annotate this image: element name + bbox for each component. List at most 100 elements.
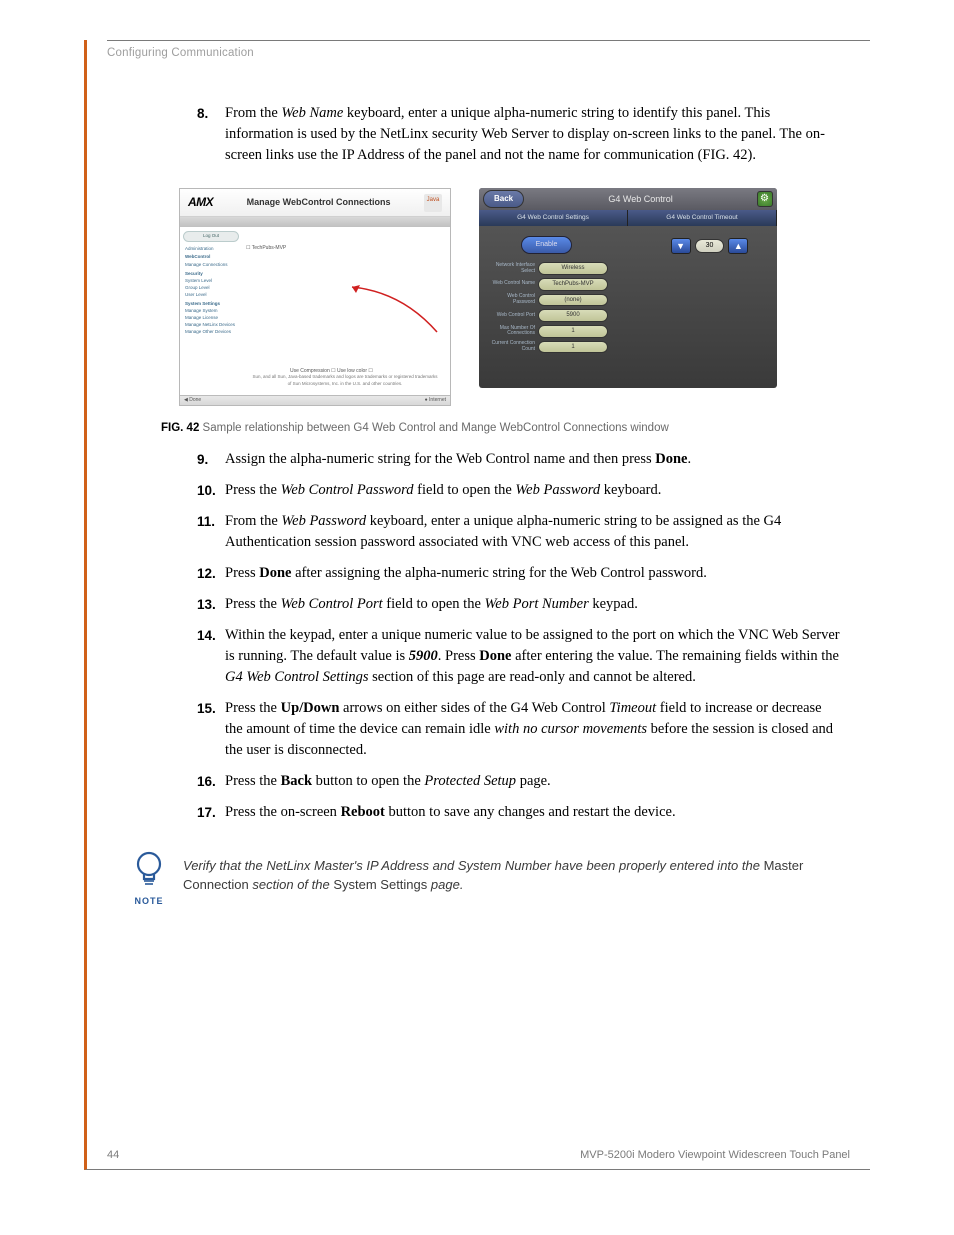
toolbar-strip [180,217,450,227]
setting-value[interactable]: (none) [538,294,608,307]
status-internet: ● Internet [425,397,446,404]
setting-value[interactable]: Wireless [538,262,608,275]
text: keyboard. [600,482,661,498]
window-body: Log Out Administration WebControl Manage… [180,227,450,385]
nav-link[interactable]: Manage Other Devices [185,329,239,335]
tab-timeout[interactable]: G4 Web Control Timeout [628,210,777,226]
text: Press the [225,700,281,716]
step-num: 12. [197,563,225,584]
step-num: 15. [197,698,225,761]
italic: Web Port Number [485,596,589,612]
amx-logo: AMX [188,194,213,211]
g4-title: G4 Web Control [524,193,757,206]
gear-icon[interactable] [757,191,773,207]
g4-topbar: Back G4 Web Control [479,188,777,210]
nav-head[interactable]: Security [185,271,239,278]
step-body: Press the Web Control Password field to … [225,480,840,501]
back-button[interactable]: Back [483,190,524,208]
step-num: 8. [197,103,225,166]
java-icon: Java [424,194,442,212]
nav-link[interactable]: Group Level [185,285,239,291]
italic: Timeout [609,700,656,716]
page-number: 44 [107,1149,119,1161]
bold: Back [281,773,312,789]
text: Press the [225,773,281,789]
italic: Web Control Port [281,596,383,612]
note-italic: page. [427,877,463,892]
setting-label: Web Control Port [485,313,535,319]
nav-link[interactable]: User Level [185,292,239,298]
setting-row: Network Interface SelectWireless [485,262,608,275]
timeout-value: 30 [695,239,725,253]
up-arrow-button[interactable]: ▲ [728,238,748,254]
step-body: Assign the alpha-numeric string for the … [225,449,840,470]
connection-checkbox[interactable]: TechPubs-MVP [246,245,286,251]
nav-link[interactable]: Administration [185,246,239,252]
tab-settings[interactable]: G4 Web Control Settings [479,210,628,226]
down-arrow-button[interactable]: ▼ [671,238,691,254]
step-body: Press the on-screen Reboot button to sav… [225,802,840,823]
step-num: 11. [197,511,225,553]
status-bar: Done ● Internet [180,395,450,405]
setting-row: Web Control Password(none) [485,294,608,307]
setting-value[interactable]: TechPubs-MVP [538,278,608,291]
text: after entering the value. The remaining … [512,648,839,664]
step-num: 14. [197,625,225,688]
page-footer: 44 MVP-5200i Modero Viewpoint Widescreen… [87,1149,870,1161]
italic: Protected Setup [424,773,516,789]
nav-link[interactable]: System Level [185,278,239,284]
bold: Done [655,451,687,467]
doc-title: MVP-5200i Modero Viewpoint Widescreen To… [580,1149,850,1161]
g4-body: Enable Network Interface SelectWireless … [479,226,777,362]
italic: Web Control Password [281,482,414,498]
nav-link[interactable]: Manage System [185,308,239,314]
figure-row: AMX Manage WebControl Connections Java L… [179,188,840,406]
nav-head[interactable]: WebControl [185,254,239,261]
step-body: Press the Up/Down arrows on either sides… [225,698,840,761]
step-body: Press the Web Control Port field to open… [225,594,840,615]
enable-button[interactable]: Enable [521,236,573,254]
step-17: 17. Press the on-screen Reboot button to… [197,802,840,823]
step-8: 8. From the Web Name keyboard, enter a u… [197,103,840,166]
timeout-control: ▼ 30 ▲ [648,238,771,254]
step-body: Press the Back button to open the Protec… [225,771,840,792]
nav-link[interactable]: Manage License [185,315,239,321]
text: after assigning the alpha-numeric string… [291,565,706,581]
window-title: Manage WebControl Connections [213,196,424,209]
step-10: 10. Press the Web Control Password field… [197,480,840,501]
note-italic: section of the [249,877,334,892]
italic: Web Password [281,513,366,529]
bold: Reboot [341,804,385,820]
step-12: 12. Press Done after assigning the alpha… [197,563,840,584]
callout-arrow [352,287,442,337]
setting-label: Current Connection Count [485,341,535,352]
step-body: Press Done after assigning the alpha-num… [225,563,840,584]
text: arrows on either sides of the G4 Web Con… [339,700,609,716]
text: section of this page are read-only and c… [369,669,696,685]
figure-42: AMX Manage WebControl Connections Java L… [179,188,840,437]
step-num: 10. [197,480,225,501]
text: From the [225,513,281,529]
window-main: TechPubs-MVP [242,227,450,385]
nav-link[interactable]: Manage NetLinx Devices [185,322,239,328]
note-roman: System Settings [333,877,427,892]
setting-value[interactable]: 5900 [538,309,608,322]
step-num: 17. [197,802,225,823]
setting-row: Max Number Of Connections1 [485,325,608,338]
setting-label: Web Control Password [485,294,535,305]
step-16: 16. Press the Back button to open the Pr… [197,771,840,792]
setting-value: 1 [538,325,608,338]
setting-row: Web Control NameTechPubs-MVP [485,278,608,291]
step-15: 15. Press the Up/Down arrows on either s… [197,698,840,761]
bold: Up/Down [281,700,340,716]
step-13: 13. Press the Web Control Port field to … [197,594,840,615]
nav-link[interactable]: Manage Connections [185,262,239,268]
logout-button[interactable]: Log Out [183,231,239,242]
note-italic: Verify that the NetLinx Master's IP Addr… [183,858,764,873]
status-done: Done [184,397,201,404]
step-num: 9. [197,449,225,470]
nav-head[interactable]: System Settings [185,301,239,308]
text: . [687,451,691,467]
setting-label: Max Number Of Connections [485,326,535,337]
step-num: 16. [197,771,225,792]
